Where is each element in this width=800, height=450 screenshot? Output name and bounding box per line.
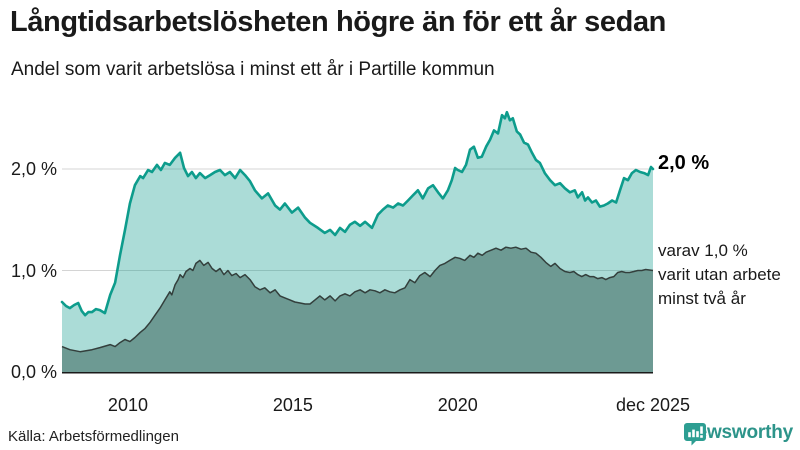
- series-end-value-label: 2,0 %: [658, 152, 710, 174]
- breakdown-line-2: varit utan arbete: [658, 265, 781, 284]
- x-tick-label-dec-2025: dec 2025: [615, 395, 691, 415]
- chart-subtitle: Andel som varit arbetslösa i minst ett å…: [11, 59, 495, 80]
- y-tick-label-1: 1,0 %: [10, 260, 57, 281]
- total-line-series: [60, 110, 655, 317]
- two-year-area-series: [62, 247, 653, 372]
- x-tick-label-2020: 2020: [437, 395, 478, 415]
- breakdown-line-1: varav 1,0 %: [658, 241, 748, 260]
- bar-chart-speech-bubble-icon: [684, 423, 707, 446]
- y-tick-label-0: 0,0 %: [10, 362, 57, 382]
- y-tick-label-2: 2,0 %: [10, 159, 57, 179]
- x-tick-label-2015: 2015: [272, 395, 313, 415]
- breakdown-annotation: varav 1,0 % varit utan arbete minst två …: [658, 239, 781, 311]
- two-year-line-series: [61, 246, 654, 353]
- page-title: Långtidsarbetslösheten högre än för ett …: [10, 6, 666, 38]
- newsworthy-wordmark: Newsworthy: [683, 422, 793, 443]
- newsworthy-logo[interactable]: Newsworthy: [683, 422, 793, 446]
- x-tick-label-2010: 2010: [107, 395, 148, 415]
- source-note: Källa: Arbetsförmedlingen: [8, 428, 179, 445]
- breakdown-line-3: minst två år: [658, 289, 746, 308]
